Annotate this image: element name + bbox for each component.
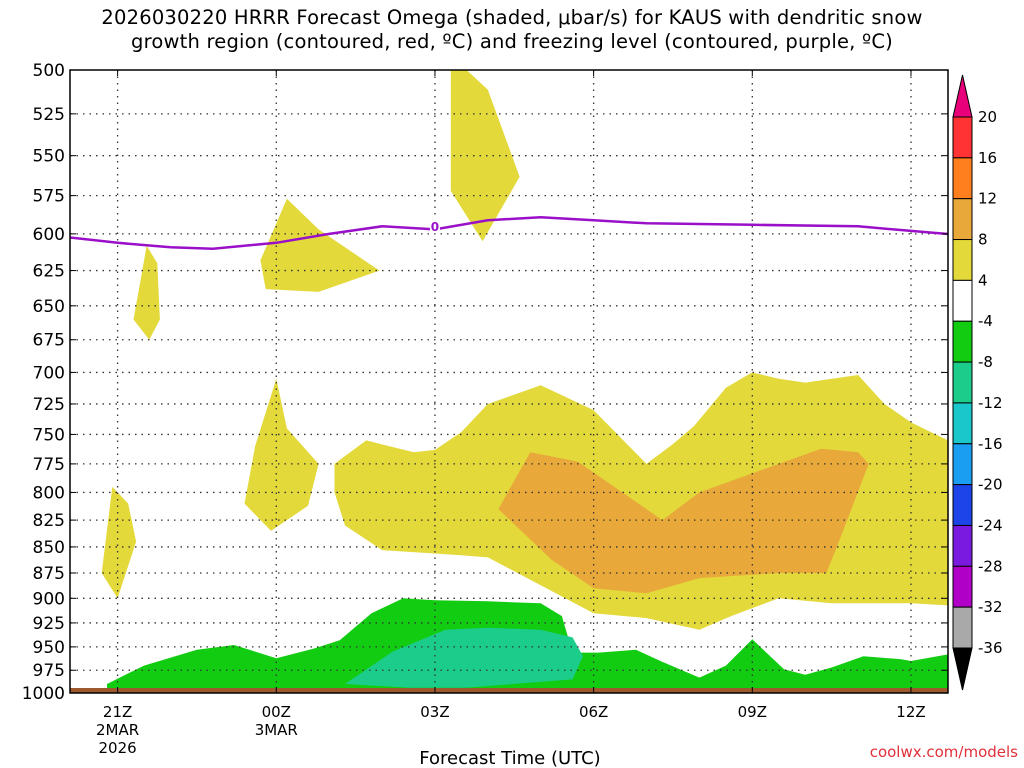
omega-region-4: [244, 378, 319, 531]
pressure-label: 625: [33, 262, 65, 282]
pressure-label: 725: [33, 395, 65, 415]
omega-region-9: [345, 627, 583, 688]
omega-region-6: [498, 448, 869, 594]
plot-frame: [69, 69, 949, 694]
time-label: 06Z: [579, 703, 608, 721]
x-axis-title: Forecast Time (UTC): [419, 748, 600, 768]
colorbar-label: -20: [978, 476, 1003, 494]
pressure-label: 925: [33, 614, 65, 634]
time-label: 09Z: [738, 703, 767, 721]
pressure-label: 850: [33, 538, 65, 558]
chart-title-line-2: growth region (contoured, red, ºC) and f…: [131, 30, 893, 53]
pressure-label: 525: [33, 105, 65, 125]
pressure-label: 500: [33, 61, 65, 81]
pressure-label: 600: [33, 225, 65, 245]
time-year-label: 2026: [99, 739, 137, 757]
time-label: 00Z: [262, 703, 291, 721]
colorbar-box: [952, 279, 973, 322]
time-date-label: 2MAR: [96, 721, 139, 739]
colorbar-label: -8: [978, 353, 993, 371]
pressure-label: 800: [33, 483, 65, 503]
colorbar-box: [952, 524, 973, 567]
chart-title-line-1: 2026030220 HRRR Forecast Omega (shaded, …: [101, 6, 923, 29]
time-date-label: 3MAR: [255, 721, 298, 739]
colorbar-label: -12: [978, 394, 1003, 412]
omega-colorbar: 20 16 12 8 4 -4 -8 -12 -16 -20 -24 -28 -32 -36: [952, 74, 1003, 691]
omega-region-3: [101, 486, 137, 599]
pressure-label: 550: [33, 147, 65, 167]
colorbar-label: -4: [978, 312, 993, 330]
chart-title: 2026030220 HRRR Forecast Omega (shaded, …: [0, 6, 1024, 54]
omega-region-2: [133, 245, 160, 340]
colorbar-box: [952, 320, 973, 363]
omega-region-1: [260, 198, 380, 292]
freezing-level-contour: [70, 215, 948, 250]
time-label: 21Z: [103, 703, 132, 721]
colorbar-label: -24: [978, 516, 1003, 534]
pressure-label: 575: [33, 187, 65, 207]
colorbar-label: -32: [978, 598, 1003, 616]
colorbar-label: 20: [978, 108, 997, 126]
colorbar-box: [952, 606, 973, 649]
colorbar-box: [952, 239, 973, 281]
svg-text:0: 0: [431, 220, 439, 234]
time-label: 12Z: [896, 703, 925, 721]
pressure-label: 950: [33, 638, 65, 658]
colorbar-box: [952, 443, 973, 486]
colorbar-label: -28: [978, 557, 1003, 575]
pressure-label: 775: [33, 455, 65, 475]
colorbar-box: [952, 361, 973, 404]
pressure-label: 900: [33, 589, 65, 609]
pressure-label: 1000: [22, 684, 65, 704]
ground-surface-band: [70, 688, 948, 693]
freezing-level-label: 0: [429, 219, 440, 234]
colorbar-label: 12: [978, 190, 997, 208]
colorbar-label: 4: [978, 271, 988, 289]
pressure-label: 700: [33, 363, 65, 383]
pressure-label: 650: [33, 297, 65, 317]
omega-shaded-regions: [101, 70, 948, 693]
colorbar-box: [952, 116, 973, 159]
pressure-axis: 500 525 550 575 600 625 650 675 700 725 750 775 800 8…: [22, 61, 948, 704]
pressure-label: 825: [33, 511, 65, 531]
colorbar-box: [952, 402, 973, 445]
colorbar-box: [952, 198, 973, 241]
colorbar-box: [952, 484, 973, 526]
pressure-label: 675: [33, 331, 65, 351]
colorbar-box: [952, 157, 973, 200]
colorbar-label: 8: [978, 231, 988, 249]
omega-region-0: [450, 70, 520, 242]
time-label: 03Z: [420, 703, 449, 721]
pressure-label: 875: [33, 564, 65, 584]
colorbar-label: -16: [978, 435, 1003, 453]
colorbar-label: 16: [978, 149, 997, 167]
colorbar-box: [952, 565, 973, 608]
credit-link[interactable]: coolwx.com/models: [870, 743, 1018, 761]
colorbar-label: -36: [978, 639, 1003, 657]
colorbar-top-arrow: [952, 74, 973, 118]
pressure-label: 975: [33, 661, 65, 681]
pressure-label: 750: [33, 425, 65, 445]
colorbar-bottom-arrow: [952, 647, 973, 691]
